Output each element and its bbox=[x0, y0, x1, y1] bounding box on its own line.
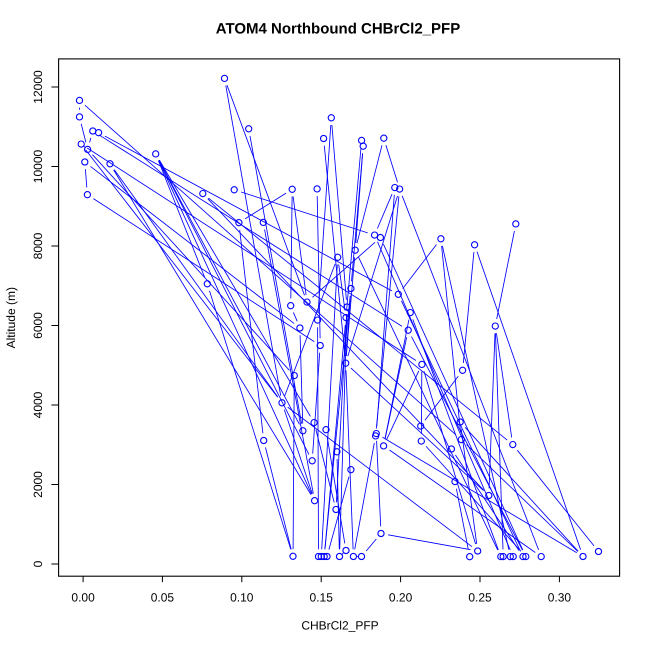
svg-text:Altitude (m): Altitude (m) bbox=[4, 287, 18, 348]
svg-text:0.00: 0.00 bbox=[71, 591, 95, 605]
svg-text:0: 0 bbox=[31, 560, 45, 567]
svg-text:0.05: 0.05 bbox=[151, 591, 175, 605]
svg-text:4000: 4000 bbox=[31, 391, 45, 418]
svg-text:2000: 2000 bbox=[31, 471, 45, 498]
svg-text:6000: 6000 bbox=[31, 312, 45, 339]
svg-text:0.15: 0.15 bbox=[310, 591, 334, 605]
svg-text:CHBrCl2_PFP: CHBrCl2_PFP bbox=[301, 619, 378, 633]
svg-text:0.10: 0.10 bbox=[230, 591, 254, 605]
svg-text:12000: 12000 bbox=[31, 70, 45, 104]
svg-text:0.30: 0.30 bbox=[548, 591, 572, 605]
svg-text:0.20: 0.20 bbox=[389, 591, 413, 605]
svg-text:8000: 8000 bbox=[31, 232, 45, 259]
svg-text:10000: 10000 bbox=[31, 149, 45, 183]
svg-text:ATOM4 Northbound CHBrCl2_PFP: ATOM4 Northbound CHBrCl2_PFP bbox=[216, 21, 460, 38]
svg-text:0.25: 0.25 bbox=[468, 591, 492, 605]
